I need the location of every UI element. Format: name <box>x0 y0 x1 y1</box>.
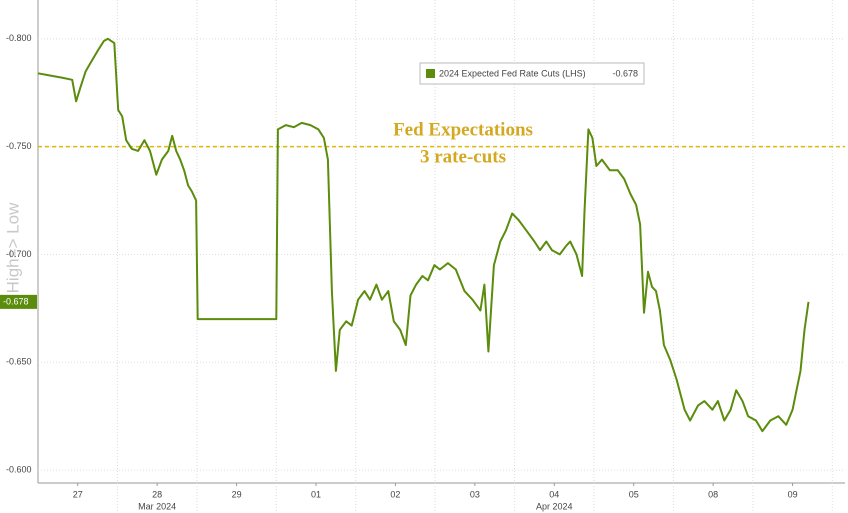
legend-swatch <box>426 69 435 78</box>
series-line <box>37 37 810 433</box>
plot-layer <box>37 37 845 433</box>
x-sublabel: Apr 2024 <box>536 501 573 511</box>
x-tick-label: 05 <box>629 489 639 499</box>
x-tick-label: 04 <box>549 489 559 499</box>
y-tick-label: -0.800 <box>6 33 32 43</box>
legend-label: 2024 Expected Fed Rate Cuts (LHS) <box>439 68 586 78</box>
last-value-label: -0.678 <box>3 296 29 306</box>
y-tick-label: -0.700 <box>6 249 32 259</box>
x-tick-label: 29 <box>232 489 242 499</box>
x-sublabel: Mar 2024 <box>138 501 176 511</box>
x-tick-label: 09 <box>788 489 798 499</box>
y-axis-title: High=> Low <box>3 202 22 293</box>
x-tick-label: 01 <box>311 489 321 499</box>
x-tick-label: 03 <box>470 489 480 499</box>
y-tick-label: -0.600 <box>6 464 32 474</box>
legend-box <box>419 62 645 85</box>
reference-annotation: Fed Expectations <box>393 119 533 140</box>
last-value-tag <box>0 294 37 309</box>
y-tick-label: -0.650 <box>6 357 32 367</box>
x-tick-label: 28 <box>152 489 162 499</box>
y-tick-label: -0.750 <box>6 141 32 151</box>
x-tick-label: 08 <box>708 489 718 499</box>
x-tick-label: 27 <box>73 489 83 499</box>
legend-value: -0.678 <box>612 68 638 78</box>
legend: 2024 Expected Fed Rate Cuts (LHS) -0.678 <box>419 62 645 85</box>
x-tick-label: 02 <box>390 489 400 499</box>
reference-annotation: 3 rate-cuts <box>420 146 506 167</box>
